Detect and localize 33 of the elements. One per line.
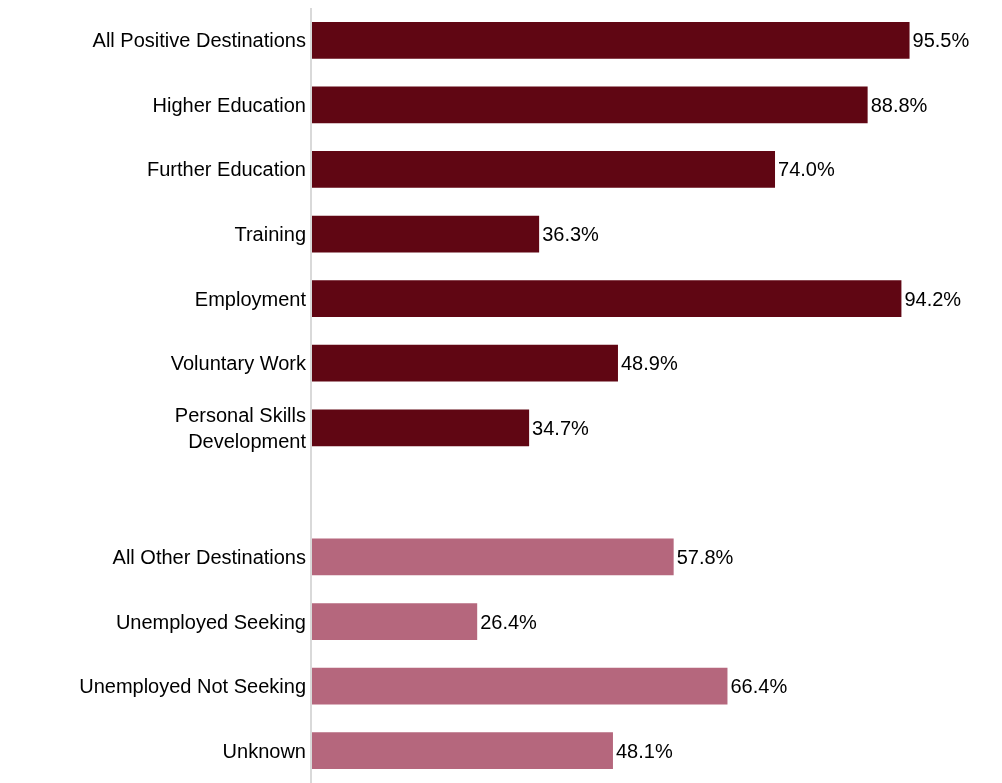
bar	[312, 732, 613, 770]
bar	[312, 667, 728, 705]
data-label: 36.3%	[542, 223, 600, 246]
y-tick-label: All Other Destinations	[112, 545, 306, 568]
bar	[312, 538, 674, 576]
bar	[312, 344, 618, 382]
bar	[312, 86, 868, 124]
bar	[312, 603, 478, 640]
data-label: 74.0%	[778, 158, 835, 181]
data-label: 26.4%	[480, 610, 538, 633]
data-label: 66.4%	[730, 675, 788, 698]
y-tick-label: Unknown	[222, 739, 306, 762]
data-label: 48.9%	[620, 352, 678, 375]
data-label: 94.2%	[904, 287, 962, 310]
data-label: 88.8%	[870, 93, 928, 116]
y-tick-label: Personal Skills Development	[174, 403, 307, 452]
data-label: 34.7%	[532, 416, 590, 439]
data-label: 57.8%	[676, 545, 734, 568]
y-tick-label: Further Education	[147, 158, 306, 181]
data-label: 95.5%	[912, 29, 970, 52]
bar	[312, 21, 910, 59]
y-tick-label: Training	[234, 223, 306, 246]
y-tick-label: Unemployed Seeking	[115, 610, 306, 633]
bar	[312, 280, 902, 318]
y-tick-label: All Positive Destinations	[92, 29, 306, 52]
bar	[312, 151, 776, 188]
y-tick-label: Unemployed Not Seeking	[79, 675, 306, 698]
y-tick-label: Employment	[194, 287, 307, 310]
y-tick-label: Voluntary Work	[170, 352, 307, 375]
y-tick-label: Higher Education	[152, 93, 306, 116]
bar	[312, 409, 530, 447]
data-label: 48.1%	[615, 739, 673, 762]
bar	[312, 215, 540, 253]
